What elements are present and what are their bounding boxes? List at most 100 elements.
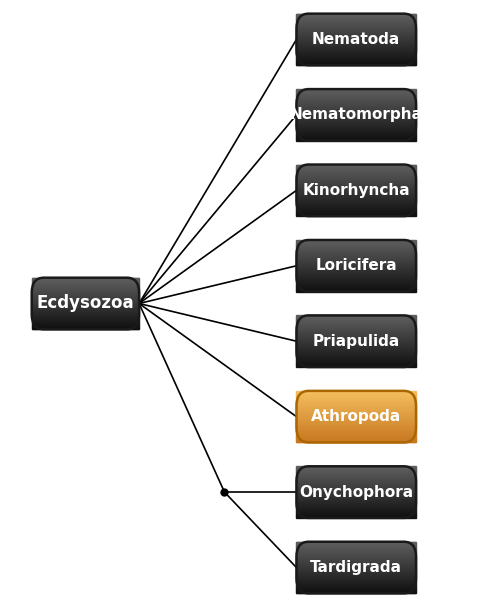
Bar [297, 202, 416, 203]
Bar [297, 498, 416, 499]
Bar [297, 327, 416, 328]
Bar [297, 170, 416, 171]
Bar [297, 274, 416, 275]
Bar [297, 262, 416, 263]
Bar [297, 395, 416, 396]
Bar [297, 353, 416, 354]
Bar [297, 324, 416, 325]
Bar [297, 335, 416, 336]
Bar [297, 175, 416, 176]
Bar [297, 200, 416, 201]
Bar [297, 276, 416, 277]
Bar [297, 500, 416, 501]
Bar [297, 37, 416, 38]
Bar [297, 409, 416, 410]
Bar [297, 392, 416, 393]
Bar [297, 242, 416, 243]
Bar [297, 60, 416, 61]
Bar [297, 422, 416, 423]
Bar [297, 281, 416, 282]
Bar [297, 359, 416, 360]
Bar [297, 360, 416, 361]
Bar [297, 56, 416, 57]
Bar [297, 108, 416, 109]
Bar [297, 439, 416, 440]
Text: Ecdysozoa: Ecdysozoa [37, 294, 134, 313]
Bar [297, 270, 416, 271]
Bar [297, 180, 416, 181]
Bar [297, 438, 416, 439]
Bar [297, 558, 416, 559]
Bar [297, 411, 416, 412]
Bar [297, 563, 416, 564]
Bar [297, 508, 416, 509]
Bar [297, 332, 416, 333]
Bar [297, 125, 416, 126]
Bar [297, 266, 416, 267]
Bar [297, 503, 416, 504]
Bar [297, 561, 416, 563]
Bar [297, 322, 416, 323]
Bar [32, 296, 139, 297]
Bar [297, 509, 416, 510]
Bar [297, 357, 416, 358]
Bar [297, 171, 416, 172]
Bar [297, 550, 416, 551]
Bar [297, 206, 416, 207]
Bar [32, 307, 139, 308]
Bar [32, 311, 139, 312]
Bar [297, 166, 416, 167]
Bar [297, 576, 416, 577]
Bar [297, 487, 416, 488]
Bar [297, 91, 416, 92]
Bar [297, 196, 416, 197]
Bar [297, 589, 416, 590]
Bar [297, 109, 416, 110]
Bar [297, 286, 416, 287]
Bar [32, 314, 139, 315]
Bar [297, 104, 416, 105]
Bar [297, 263, 416, 264]
Bar [297, 185, 416, 186]
Bar [32, 291, 139, 292]
Bar [297, 38, 416, 39]
Bar [297, 489, 416, 490]
Bar [297, 548, 416, 549]
Bar [297, 42, 416, 43]
Bar [297, 427, 416, 429]
Bar [32, 312, 139, 313]
Bar [297, 190, 416, 191]
Bar [297, 114, 416, 115]
Bar [297, 61, 416, 62]
Bar [32, 278, 139, 279]
Bar [297, 574, 416, 575]
Bar [297, 482, 416, 483]
Bar [297, 29, 416, 30]
Bar [297, 501, 416, 502]
Bar [297, 511, 416, 512]
Bar [297, 490, 416, 491]
Bar [297, 49, 416, 50]
Bar [297, 421, 416, 422]
Bar [297, 363, 416, 364]
Bar [32, 300, 139, 301]
Bar [297, 102, 416, 103]
Bar [297, 112, 416, 113]
Bar [297, 116, 416, 117]
Bar [297, 183, 416, 184]
Bar [297, 583, 416, 584]
Bar [297, 328, 416, 329]
Bar [32, 303, 139, 304]
Text: Kinorhyncha: Kinorhyncha [303, 183, 410, 198]
Bar [297, 568, 416, 569]
Bar [297, 486, 416, 487]
Bar [297, 555, 416, 556]
Bar [297, 466, 416, 467]
Bar [32, 287, 139, 288]
Bar [297, 572, 416, 573]
Text: Tardigrada: Tardigrada [310, 560, 402, 575]
Bar [32, 288, 139, 289]
Bar [297, 325, 416, 326]
Bar [297, 174, 416, 175]
Bar [297, 564, 416, 565]
